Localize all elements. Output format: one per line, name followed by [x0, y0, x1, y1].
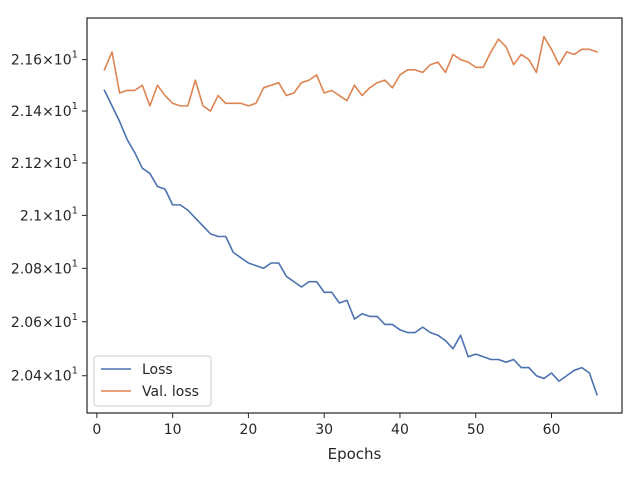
y-tick-label: 2.1×101 — [20, 205, 78, 224]
y-axis: 2.16×101 2.14×101 2.12×101 2.1×101 2.08×101 2… — [11, 50, 87, 385]
x-tick-label: 20 — [239, 422, 257, 438]
plot-background — [87, 18, 622, 413]
x-tick-label: 60 — [543, 422, 561, 438]
x-tick-label: 0 — [92, 422, 101, 438]
y-tick-label: 2.16×101 — [11, 50, 78, 69]
legend-label-loss: Loss — [142, 362, 173, 378]
y-tick-label: 2.06×101 — [11, 312, 78, 331]
series-line-val-loss — [103, 35, 599, 112]
y-tick-label: 2.04×101 — [11, 366, 78, 385]
series-line-loss — [103, 89, 599, 396]
x-tick-label: 10 — [164, 422, 182, 438]
y-tick-label: 2.12×101 — [11, 153, 78, 172]
series-layer — [103, 35, 599, 396]
x-axis-label: Epochs — [328, 445, 382, 463]
legend-label-val-loss: Val. loss — [142, 384, 199, 400]
x-tick-label: 30 — [315, 422, 333, 438]
x-tick-label: 40 — [391, 422, 409, 438]
y-tick-label: 2.08×101 — [11, 258, 78, 277]
x-tick-label: 50 — [467, 422, 485, 438]
legend: Loss Val. loss — [93, 355, 212, 407]
y-tick-label: 2.14×101 — [11, 101, 78, 120]
x-axis: 0 10 20 30 40 50 60 — [92, 413, 560, 438]
